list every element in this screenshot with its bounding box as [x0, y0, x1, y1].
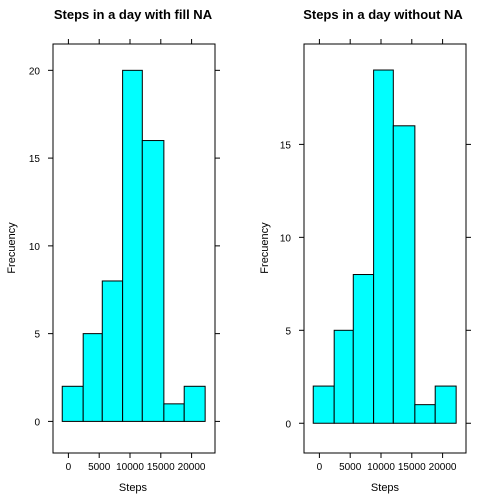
y-tick-label: 10: [280, 233, 292, 244]
histogram-bar-0: [61, 385, 84, 422]
histogram-bar-2: [101, 280, 124, 422]
histogram-bar-6: [183, 385, 206, 422]
y-tick-label: 15: [280, 140, 292, 151]
histogram-bar-5: [163, 403, 185, 422]
x-tick-label: 15000: [398, 462, 426, 473]
x-tick-label: 20000: [429, 462, 457, 473]
x-tick-label: 10000: [116, 462, 144, 473]
histogram-bar-1: [82, 333, 103, 422]
x-tick-label: 0: [317, 462, 323, 473]
x-axis-label: Steps: [119, 482, 148, 494]
y-tick-label: 10: [29, 242, 41, 253]
histogram-bar-4: [392, 125, 416, 424]
histogram-bar-6: [434, 385, 457, 424]
histogram-bar-1: [333, 329, 354, 424]
y-tick-label: 0: [34, 417, 40, 428]
chart-title: Steps in a day with fill NA: [54, 7, 213, 22]
left-histogram-panel: Steps in a day with fill NA Steps Frecue…: [6, 7, 220, 494]
chart-title: Steps in a day without NA: [303, 7, 463, 22]
right-histogram-panel: Steps in a day without NA Steps Frecuenc…: [259, 7, 471, 494]
histogram-bar-5: [414, 404, 436, 424]
histogram-bar-3: [122, 69, 143, 422]
plot-frame: [303, 43, 467, 454]
plot-frame: [52, 43, 216, 454]
y-tick-label: 20: [29, 66, 41, 77]
y-tick-label: 0: [285, 419, 291, 430]
y-axis-label: Frecuency: [259, 222, 271, 274]
histogram-bar-2: [352, 274, 375, 424]
x-tick-label: 10000: [367, 462, 395, 473]
x-tick-label: 20000: [178, 462, 206, 473]
y-tick-label: 5: [285, 326, 291, 337]
histogram-bar-4: [141, 140, 165, 422]
x-axis-label: Steps: [371, 482, 400, 494]
x-tick-label: 0: [66, 462, 72, 473]
y-axis-label: Frecuency: [6, 222, 18, 274]
y-tick-label: 15: [29, 154, 41, 165]
histogram-bar-3: [373, 69, 394, 424]
x-tick-label: 5000: [339, 462, 362, 473]
x-tick-label: 5000: [88, 462, 111, 473]
x-tick-label: 15000: [147, 462, 175, 473]
histogram-bar-0: [312, 385, 335, 424]
y-tick-label: 5: [34, 330, 40, 341]
